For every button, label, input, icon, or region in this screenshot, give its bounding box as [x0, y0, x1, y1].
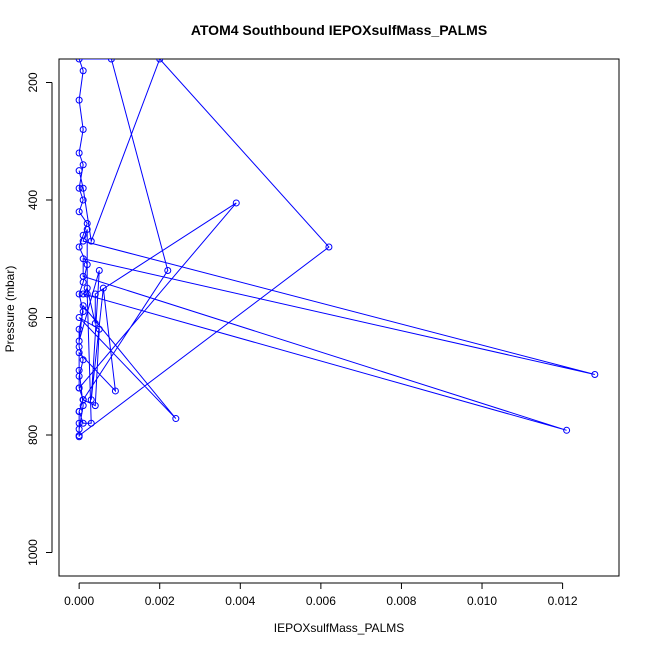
data-point	[75, 208, 83, 216]
data-point	[95, 325, 103, 333]
data-point	[87, 419, 95, 427]
data-point	[75, 325, 83, 333]
data-point	[232, 199, 240, 207]
x-tick-label: 0.004	[225, 594, 255, 608]
data-point	[91, 319, 99, 327]
data-point	[75, 432, 83, 440]
x-tick-label: 0.012	[548, 594, 578, 608]
data-point	[79, 67, 87, 75]
y-axis: 200 400 600 800 1000	[26, 72, 53, 566]
chart-title: ATOM4 Southbound IEPOXsulfMass_PALMS	[191, 22, 487, 38]
data-point	[75, 243, 83, 251]
x-tick-label: 0.006	[306, 594, 336, 608]
data-point	[79, 290, 87, 298]
data-point	[79, 126, 87, 133]
data-point	[87, 396, 95, 404]
y-tick-label: 800	[26, 425, 40, 445]
data-point	[107, 59, 115, 63]
data-point	[83, 284, 91, 292]
data-point	[75, 384, 83, 392]
x-tick-label: 0.008	[386, 594, 416, 608]
y-tick-label: 1000	[26, 539, 40, 566]
data-point	[75, 59, 83, 63]
series-layer	[75, 59, 599, 441]
data-point	[79, 237, 87, 245]
data-point	[75, 149, 83, 157]
y-tick-label: 200	[26, 72, 40, 92]
data-point	[75, 314, 83, 321]
data-point	[79, 302, 87, 310]
data-series	[75, 59, 599, 441]
data-point	[79, 272, 87, 280]
data-point	[87, 237, 95, 245]
x-tick-label: 0.010	[467, 594, 497, 608]
data-point	[83, 225, 91, 233]
data-point	[75, 349, 83, 357]
data-point	[75, 290, 83, 298]
x-tick-label: 0.002	[145, 594, 175, 608]
data-point	[79, 255, 87, 263]
data-point	[75, 408, 83, 415]
data-point	[172, 415, 180, 423]
data-point	[79, 402, 87, 410]
data-point	[95, 267, 103, 274]
x-tick-label: 0.000	[64, 594, 94, 608]
data-point	[79, 419, 87, 427]
data-point	[83, 261, 91, 269]
data-point	[79, 196, 87, 204]
data-point	[75, 337, 83, 345]
data-point	[99, 284, 107, 292]
data-point	[75, 184, 83, 192]
data-point	[91, 290, 99, 298]
data-point	[111, 387, 119, 395]
data-point	[156, 59, 164, 63]
data-point	[79, 184, 87, 192]
y-axis-label: Pressure (mbar)	[3, 266, 17, 353]
data-point	[75, 366, 83, 374]
data-point	[591, 370, 599, 378]
series-line	[78, 59, 595, 437]
data-point	[164, 267, 172, 274]
data-point	[79, 356, 87, 364]
y-tick-label: 400	[26, 190, 40, 210]
data-point	[79, 161, 87, 169]
data-point	[75, 167, 83, 175]
x-axis-label: IEPOXsulfMass_PALMS	[274, 621, 405, 635]
data-point	[563, 426, 571, 434]
x-axis: 0.000 0.002 0.004 0.006 0.008 0.010 0.012	[64, 582, 578, 608]
data-point	[75, 96, 83, 104]
plot-frame	[58, 58, 620, 577]
data-point	[91, 402, 99, 410]
data-point	[325, 243, 333, 251]
y-tick-label: 600	[26, 307, 40, 327]
